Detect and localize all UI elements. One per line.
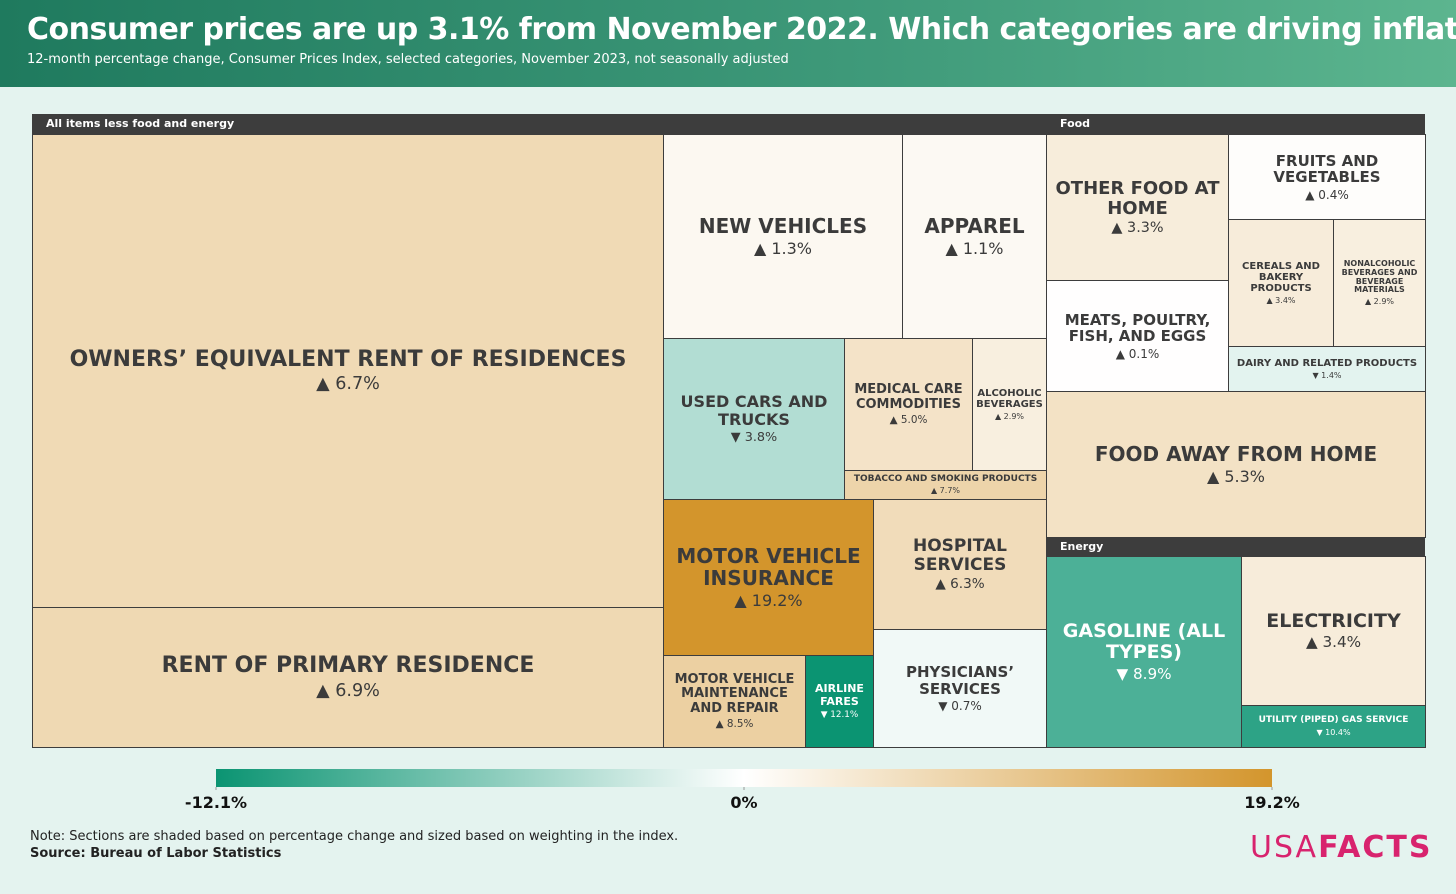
tile: USED CARS AND TRUCKS ▼ 3.8% bbox=[663, 338, 845, 500]
tile: FRUITS AND VEGETABLES ▲ 0.4% bbox=[1228, 134, 1426, 220]
tile-value: ▲ 19.2% bbox=[734, 591, 803, 610]
color-bar-label: -12.1% bbox=[184, 793, 248, 812]
tile-value: ▲ 5.3% bbox=[1206, 467, 1266, 486]
tile: ELECTRICITY ▲ 3.4% bbox=[1241, 556, 1426, 706]
tile-value: ▲ 0.4% bbox=[1305, 187, 1349, 202]
tile-value: ▼ 12.1% bbox=[820, 709, 859, 720]
tile: GASOLINE (ALL TYPES) ▼ 8.9% bbox=[1046, 556, 1242, 748]
tile-label: PHYSICIANS’ SERVICES bbox=[905, 663, 1015, 698]
tile-label: OWNERS’ EQUIVALENT RENT OF RESIDENCES bbox=[69, 346, 627, 372]
tile-label: NEW VEHICLES bbox=[698, 214, 868, 238]
color-bar-label: 19.2% bbox=[1244, 793, 1300, 812]
tile-value: ▲ 8.5% bbox=[715, 717, 754, 730]
tile: APPAREL ▲ 1.1% bbox=[902, 134, 1047, 339]
tile: OWNERS’ EQUIVALENT RENT OF RESIDENCES ▲ 6… bbox=[32, 134, 664, 608]
tile: AIRLINE FARES ▼ 12.1% bbox=[805, 655, 874, 748]
tile-value: ▲ 6.7% bbox=[316, 374, 380, 395]
logo: USAFACTS bbox=[1250, 830, 1432, 865]
tile: UTILITY (PIPED) GAS SERVICE ▼ 10.4% bbox=[1241, 705, 1426, 748]
tile-label: AIRLINE FARES bbox=[815, 682, 864, 708]
tile-value: ▲ 1.1% bbox=[945, 239, 1004, 258]
tile-value: ▲ 2.9% bbox=[994, 412, 1025, 421]
tile-value: ▼ 3.8% bbox=[730, 430, 778, 446]
tile-label: MEDICAL CARE COMMODITIES bbox=[854, 382, 963, 412]
tile-label: NONALCOHOLIC BEVERAGES AND BEVERAGE MATE… bbox=[1341, 258, 1418, 295]
tile-value: ▲ 3.4% bbox=[1305, 633, 1362, 652]
tile-value: ▲ 6.9% bbox=[316, 680, 380, 701]
tile-value: ▼ 10.4% bbox=[1316, 727, 1351, 737]
tile-value: ▲ 5.0% bbox=[889, 413, 928, 426]
tile: MOTOR VEHICLE MAINTENANCE AND REPAIR ▲ 8.… bbox=[663, 655, 806, 748]
tile-label: RENT OF PRIMARY RESIDENCE bbox=[161, 653, 535, 679]
tile-value: ▲ 0.1% bbox=[1115, 346, 1160, 361]
tile-value: ▲ 6.3% bbox=[935, 576, 985, 593]
tile: ALCOHOLIC BEVERAGES ▲ 2.9% bbox=[972, 338, 1047, 471]
header: Consumer prices are up 3.1% from Novembe… bbox=[0, 0, 1456, 87]
tile: FOOD AWAY FROM HOME ▲ 5.3% bbox=[1046, 391, 1426, 538]
tile-label: ALCOHOLIC BEVERAGES bbox=[976, 388, 1043, 410]
tile: NONALCOHOLIC BEVERAGES AND BEVERAGE MATE… bbox=[1333, 219, 1426, 347]
tile: DAIRY AND RELATED PRODUCTS ▼ 1.4% bbox=[1228, 346, 1426, 392]
tile-label: UTILITY (PIPED) GAS SERVICE bbox=[1258, 715, 1409, 726]
tile: MOTOR VEHICLE INSURANCE ▲ 19.2% bbox=[663, 499, 874, 656]
tile-label: USED CARS AND TRUCKS bbox=[680, 391, 828, 429]
tile-label: APPAREL bbox=[924, 214, 1025, 238]
tile: OTHER FOOD AT HOME ▲ 3.3% bbox=[1046, 134, 1229, 281]
tile-value: ▲ 3.3% bbox=[1111, 220, 1164, 237]
tile: TOBACCO AND SMOKING PRODUCTS ▲ 7.7% bbox=[844, 470, 1047, 500]
tile-label: TOBACCO AND SMOKING PRODUCTS bbox=[853, 473, 1038, 484]
group-header: Energy bbox=[1046, 537, 1425, 556]
source: Source: Bureau of Labor Statistics bbox=[30, 846, 282, 861]
tile-value: ▲ 7.7% bbox=[930, 486, 961, 496]
tile-label: GASOLINE (ALL TYPES) bbox=[1062, 620, 1226, 663]
group-header: Food bbox=[1046, 114, 1425, 134]
tile-label: FRUITS AND VEGETABLES bbox=[1273, 151, 1381, 186]
tile-label: ELECTRICITY bbox=[1266, 609, 1401, 632]
tile: MEATS, POULTRY, FISH, AND EGGS ▲ 0.1% bbox=[1046, 280, 1229, 392]
color-bar-label: 0% bbox=[730, 793, 758, 812]
tile: MEDICAL CARE COMMODITIES ▲ 5.0% bbox=[844, 338, 973, 471]
tile-label: MEATS, POULTRY, FISH, AND EGGS bbox=[1064, 310, 1211, 345]
logo-a: USA bbox=[1250, 830, 1319, 865]
tile-value: ▲ 3.4% bbox=[1266, 296, 1296, 305]
tile-value: ▲ 2.9% bbox=[1364, 297, 1395, 307]
tile-value: ▼ 1.4% bbox=[1312, 371, 1342, 380]
tile-value: ▲ 1.3% bbox=[753, 239, 813, 258]
tile: RENT OF PRIMARY RESIDENCE ▲ 6.9% bbox=[32, 607, 664, 748]
tile-label: OTHER FOOD AT HOME bbox=[1055, 177, 1220, 219]
tile-label: CEREALS AND BAKERY PRODUCTS bbox=[1242, 261, 1320, 294]
tile-label: FOOD AWAY FROM HOME bbox=[1094, 442, 1378, 466]
tile-label: MOTOR VEHICLE INSURANCE bbox=[676, 544, 861, 590]
tile-label: DAIRY AND RELATED PRODUCTS bbox=[1236, 358, 1418, 369]
tile: HOSPITAL SERVICES ▲ 6.3% bbox=[873, 499, 1047, 630]
subtitle: 12-month percentage change, Consumer Pri… bbox=[27, 52, 789, 67]
tile-value: ▼ 8.9% bbox=[1116, 664, 1172, 683]
tile: PHYSICIANS’ SERVICES ▼ 0.7% bbox=[873, 629, 1047, 748]
logo-b: FACTS bbox=[1318, 830, 1433, 865]
tile: CEREALS AND BAKERY PRODUCTS ▲ 3.4% bbox=[1228, 219, 1334, 347]
title: Consumer prices are up 3.1% from Novembe… bbox=[27, 12, 1456, 47]
tile-label: HOSPITAL SERVICES bbox=[913, 535, 1007, 575]
tile-label: MOTOR VEHICLE MAINTENANCE AND REPAIR bbox=[674, 672, 795, 716]
tile-value: ▼ 0.7% bbox=[938, 699, 982, 713]
group-header: All items less food and energy bbox=[32, 114, 1046, 134]
tile: NEW VEHICLES ▲ 1.3% bbox=[663, 134, 903, 339]
note: Note: Sections are shaded based on perce… bbox=[30, 829, 679, 844]
